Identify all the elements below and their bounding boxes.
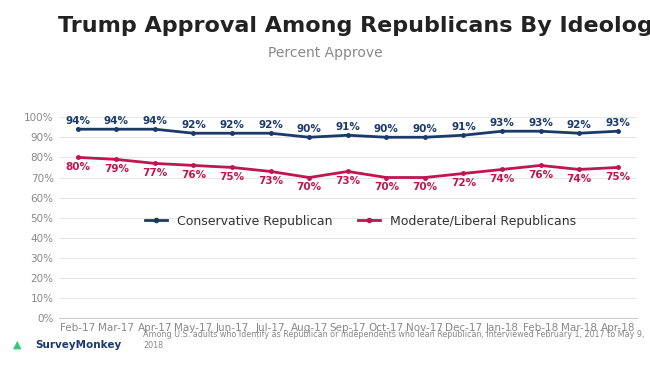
Text: 74%: 74% xyxy=(567,174,592,184)
Text: 92%: 92% xyxy=(567,120,592,130)
Text: 75%: 75% xyxy=(605,172,630,182)
Text: 94%: 94% xyxy=(65,116,90,126)
Text: 93%: 93% xyxy=(605,117,630,128)
Text: 93%: 93% xyxy=(528,117,553,128)
Text: 72%: 72% xyxy=(451,178,476,188)
Text: 73%: 73% xyxy=(258,176,283,186)
Text: Percent Approve: Percent Approve xyxy=(268,46,382,60)
Legend: Conservative Republican, Moderate/Liberal Republicans: Conservative Republican, Moderate/Libera… xyxy=(140,210,582,233)
Text: 76%: 76% xyxy=(528,170,553,180)
Text: 90%: 90% xyxy=(297,124,322,134)
Text: Among U.S. adults who Identify as Republican or independents who lean Republican: Among U.S. adults who Identify as Republ… xyxy=(143,330,644,350)
Text: SurveyMonkey: SurveyMonkey xyxy=(36,340,122,350)
Text: 92%: 92% xyxy=(181,120,206,130)
Text: 75%: 75% xyxy=(220,172,244,182)
Text: 92%: 92% xyxy=(258,120,283,130)
Text: 94%: 94% xyxy=(142,116,168,126)
Text: 94%: 94% xyxy=(104,116,129,126)
Text: 91%: 91% xyxy=(335,122,360,132)
Text: 74%: 74% xyxy=(489,174,515,184)
Text: 90%: 90% xyxy=(413,124,437,134)
Text: 70%: 70% xyxy=(412,182,437,192)
Text: 77%: 77% xyxy=(142,168,168,178)
Text: 91%: 91% xyxy=(451,122,476,132)
Text: 76%: 76% xyxy=(181,170,206,180)
Text: 73%: 73% xyxy=(335,176,360,186)
Text: 90%: 90% xyxy=(374,124,398,134)
Text: 70%: 70% xyxy=(374,182,399,192)
Text: Trump Approval Among Republicans By Ideology: Trump Approval Among Republicans By Ideo… xyxy=(58,16,650,37)
Text: 80%: 80% xyxy=(65,162,90,172)
Text: ▲: ▲ xyxy=(13,340,21,350)
Text: 93%: 93% xyxy=(489,117,514,128)
Text: 79%: 79% xyxy=(104,164,129,174)
Text: 70%: 70% xyxy=(296,182,322,192)
Text: 92%: 92% xyxy=(220,120,244,130)
